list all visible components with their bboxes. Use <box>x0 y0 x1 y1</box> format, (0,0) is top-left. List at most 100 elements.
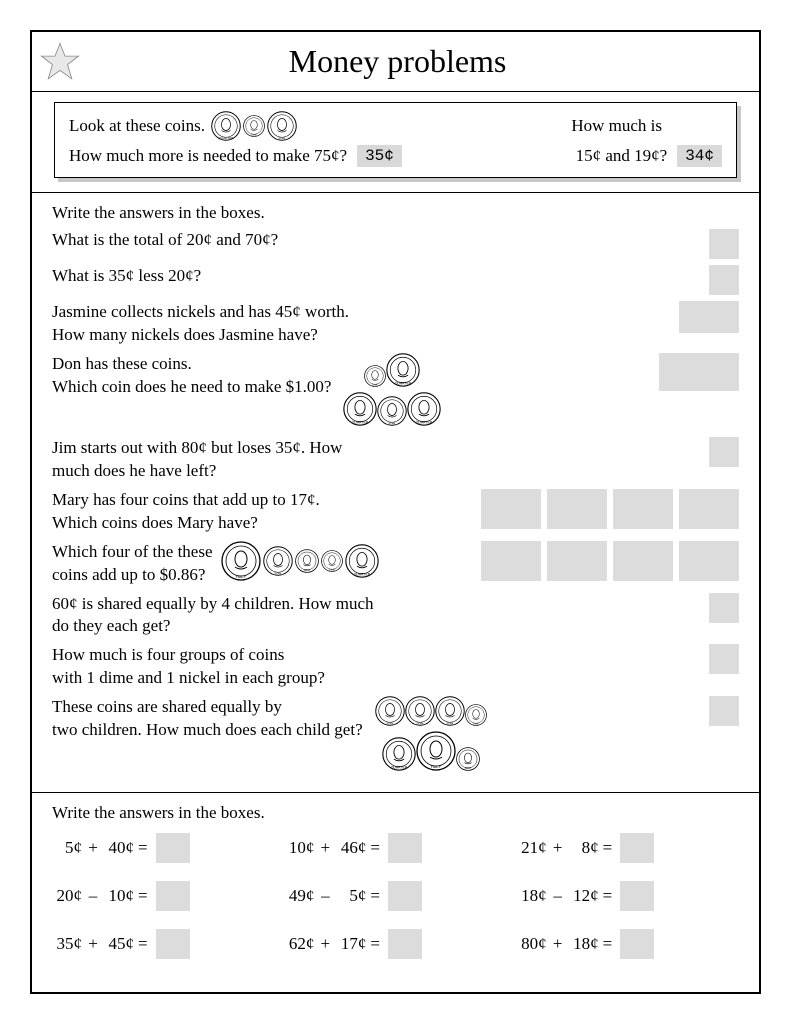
operand-a: 21¢ <box>517 838 547 858</box>
answer-box[interactable] <box>679 301 739 333</box>
answer-box[interactable] <box>156 881 190 911</box>
answer-box-row <box>481 541 739 581</box>
equals: = <box>138 934 148 954</box>
example-a2: 34¢ <box>677 145 722 167</box>
operand-b: 18¢ <box>569 934 599 954</box>
answer-box[interactable] <box>659 353 739 391</box>
answer-box[interactable] <box>709 644 739 674</box>
answer-box[interactable] <box>620 833 654 863</box>
answer-box[interactable] <box>388 929 422 959</box>
question-text: 60¢ is shared equally by 4 children. How… <box>52 593 381 639</box>
page-title: Money problems <box>84 43 759 80</box>
operator: + <box>551 838 565 858</box>
operand-a: 10¢ <box>284 838 314 858</box>
example-line1: Look at these coins. <box>69 116 205 136</box>
arithmetic-problem: 10¢ + 46¢ = <box>284 833 506 863</box>
nickel-coin-icon: FIVE <box>405 696 435 726</box>
half-coin-icon: HALF <box>416 731 456 771</box>
operand-a: 35¢ <box>52 934 82 954</box>
answer-box[interactable] <box>156 929 190 959</box>
answer-box[interactable] <box>709 437 739 467</box>
question-text: How much is four groups of coinswith 1 d… <box>52 644 325 690</box>
svg-text:FIVE: FIVE <box>386 721 393 725</box>
answer-box[interactable] <box>620 881 654 911</box>
dime-coin-icon: DIME <box>243 115 265 137</box>
penny-coin-icon: CENT <box>456 747 480 771</box>
answer-box[interactable] <box>388 881 422 911</box>
question-row: How much is four groups of coinswith 1 d… <box>52 644 739 690</box>
example-q2b: 15¢ and 19¢? <box>576 146 668 166</box>
arithmetic-problem: 20¢ – 10¢ = <box>52 881 274 911</box>
quarter-coin-icon: QUARTER <box>382 737 416 771</box>
question-row: Which four of the thesecoins add up to $… <box>52 541 739 587</box>
quarter-coin-icon: QUARTER <box>343 392 377 426</box>
answer-box[interactable] <box>709 265 739 295</box>
svg-text:FIVE: FIVE <box>389 421 396 425</box>
quarter-coin-icon: QUARTER <box>211 111 241 141</box>
operator: + <box>318 838 332 858</box>
svg-text:QUARTER: QUARTER <box>219 136 234 140</box>
question-text: Don has these coins.Which coin does he n… <box>52 353 331 399</box>
operand-a: 5¢ <box>52 838 82 858</box>
question-text: Which four of the thesecoins add up to $… <box>52 541 213 587</box>
answer-box[interactable] <box>481 541 541 581</box>
operand-b: 40¢ <box>104 838 134 858</box>
answer-box[interactable] <box>547 541 607 581</box>
operator: – <box>86 886 100 906</box>
question-text: Mary has four coins that add up to 17¢.W… <box>52 489 320 535</box>
answer-box[interactable] <box>679 489 739 529</box>
answer-box[interactable] <box>481 489 541 529</box>
svg-text:DIME: DIME <box>373 384 379 386</box>
operator: + <box>86 934 100 954</box>
arithmetic-problem: 62¢ + 17¢ = <box>284 929 506 959</box>
operand-b: 10¢ <box>104 886 134 906</box>
equals: = <box>603 838 613 858</box>
equals: = <box>370 838 380 858</box>
example-section: Look at these coins. QUARTER DIME FIVE H… <box>32 92 759 193</box>
question-text: What is the total of 20¢ and 70¢? <box>52 229 278 252</box>
operand-a: 49¢ <box>284 886 314 906</box>
answer-box[interactable] <box>613 489 673 529</box>
operator: + <box>318 934 332 954</box>
answer-box[interactable] <box>709 229 739 259</box>
equals: = <box>370 934 380 954</box>
svg-text:QUARTER: QUARTER <box>352 420 369 424</box>
answer-box[interactable] <box>388 833 422 863</box>
svg-text:DIME: DIME <box>251 134 257 136</box>
example-coins: QUARTER DIME FIVE <box>211 111 297 141</box>
answer-box[interactable] <box>613 541 673 581</box>
svg-text:QUARTER: QUARTER <box>390 766 407 770</box>
answer-box[interactable] <box>620 929 654 959</box>
operator: – <box>318 886 332 906</box>
equals: = <box>138 838 148 858</box>
worksheet-page: Money problems Look at these coins. QUAR… <box>30 30 761 994</box>
svg-text:QUARTER: QUARTER <box>395 381 412 385</box>
answer-box[interactable] <box>547 489 607 529</box>
answer-box[interactable] <box>709 593 739 623</box>
svg-text:HALF: HALF <box>235 574 246 579</box>
svg-text:QUARTER: QUARTER <box>416 420 433 424</box>
answer-box[interactable] <box>709 696 739 726</box>
dime-coin-icon: DIME <box>465 704 487 726</box>
question-text: Jim starts out with 80¢ but loses 35¢. H… <box>52 437 381 483</box>
svg-text:QUARTER: QUARTER <box>353 572 370 576</box>
operand-a: 62¢ <box>284 934 314 954</box>
equals: = <box>370 886 380 906</box>
svg-text:DIME: DIME <box>329 569 335 571</box>
svg-text:CENT: CENT <box>464 767 471 770</box>
half-coin-icon: HALF <box>221 541 261 581</box>
answer-box[interactable] <box>679 541 739 581</box>
section2-instructions: Write the answers in the boxes. <box>52 803 739 823</box>
answer-box[interactable] <box>156 833 190 863</box>
operand-b: 46¢ <box>336 838 366 858</box>
arithmetic-problem: 5¢ + 40¢ = <box>52 833 274 863</box>
nickel-coin-icon: FIVE <box>377 396 407 426</box>
arithmetic-section: Write the answers in the boxes. 5¢ + 40¢… <box>32 793 759 971</box>
arithmetic-grid: 5¢ + 40¢ = 10¢ + 46¢ = 21¢ + 8¢ = 20¢ – … <box>52 833 739 959</box>
question-row: What is 35¢ less 20¢? <box>52 265 739 295</box>
arithmetic-problem: 21¢ + 8¢ = <box>517 833 739 863</box>
svg-text:FIVE: FIVE <box>416 721 423 725</box>
svg-text:DIME: DIME <box>473 724 479 726</box>
operator: + <box>551 934 565 954</box>
nickel-coin-icon: FIVE <box>435 696 465 726</box>
